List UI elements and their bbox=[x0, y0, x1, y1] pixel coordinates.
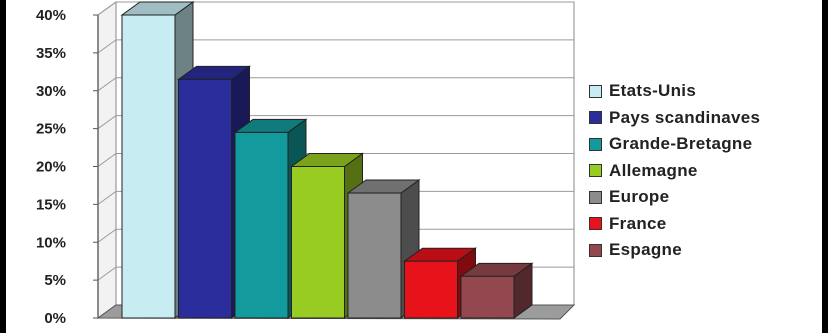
y-tick-label: 30% bbox=[36, 83, 66, 100]
bar-front bbox=[347, 192, 402, 319]
y-tick-label: 15% bbox=[36, 196, 66, 213]
legend-label: Pays scandinaves bbox=[609, 107, 761, 127]
legend-swatch bbox=[589, 243, 602, 257]
y-tick-label: 25% bbox=[36, 121, 66, 138]
bar-espagne bbox=[459, 262, 534, 319]
y-tick-label: 35% bbox=[36, 45, 66, 62]
legend-item: Etats-Unis bbox=[589, 78, 828, 105]
gridline bbox=[97, 115, 574, 130]
legend-swatch bbox=[589, 217, 602, 231]
bar-chart: 0% 5% 10% 15% 20% 25% 30% 35% 40% bbox=[36, 1, 576, 327]
gridline bbox=[97, 1, 574, 16]
legend-label: Europe bbox=[609, 187, 670, 207]
gridline bbox=[97, 153, 574, 167]
bar-front bbox=[234, 131, 289, 319]
legend-swatch bbox=[589, 164, 602, 178]
y-tick-label: 20% bbox=[36, 159, 66, 176]
legend-label: France bbox=[609, 213, 667, 233]
y-tick-label: 0% bbox=[44, 310, 66, 327]
y-tick-label: 40% bbox=[36, 7, 66, 24]
legend-item: Pays scandinaves bbox=[589, 105, 828, 132]
bar-front bbox=[460, 275, 515, 319]
legend-swatch bbox=[589, 137, 602, 151]
legend-item: Allemagne bbox=[589, 158, 828, 185]
gridline bbox=[97, 228, 574, 243]
gridline bbox=[97, 39, 574, 54]
legend-label: Allemagne bbox=[609, 160, 698, 180]
legend-label: Etats-Unis bbox=[609, 81, 697, 101]
legend-swatch bbox=[589, 84, 602, 98]
legend-swatch bbox=[589, 190, 602, 204]
legend: Etats-Unis Pays scandinaves Grande-Bretagn… bbox=[589, 78, 828, 264]
legend-label: Espagne bbox=[609, 240, 682, 260]
grid-lines bbox=[97, 1, 574, 319]
legend-item: Espagne bbox=[589, 237, 828, 264]
bars bbox=[120, 1, 534, 319]
legend-item: Grande-Bretagne bbox=[589, 131, 828, 158]
bar-front bbox=[178, 78, 232, 319]
legend-label: Grande-Bretagne bbox=[609, 134, 753, 154]
gridline bbox=[97, 77, 574, 92]
y-tick-label: 10% bbox=[36, 234, 66, 251]
bar-front bbox=[404, 260, 458, 319]
y-tick-label: 5% bbox=[44, 272, 66, 289]
y-axis: 0% 5% 10% 15% 20% 25% 30% 35% 40% bbox=[36, 7, 99, 327]
legend-swatch bbox=[589, 111, 602, 125]
gridline bbox=[97, 190, 574, 205]
legend-item: France bbox=[589, 211, 828, 238]
legend-item: Europe bbox=[589, 184, 828, 211]
bar-front bbox=[291, 166, 345, 319]
bar-front bbox=[121, 14, 176, 319]
